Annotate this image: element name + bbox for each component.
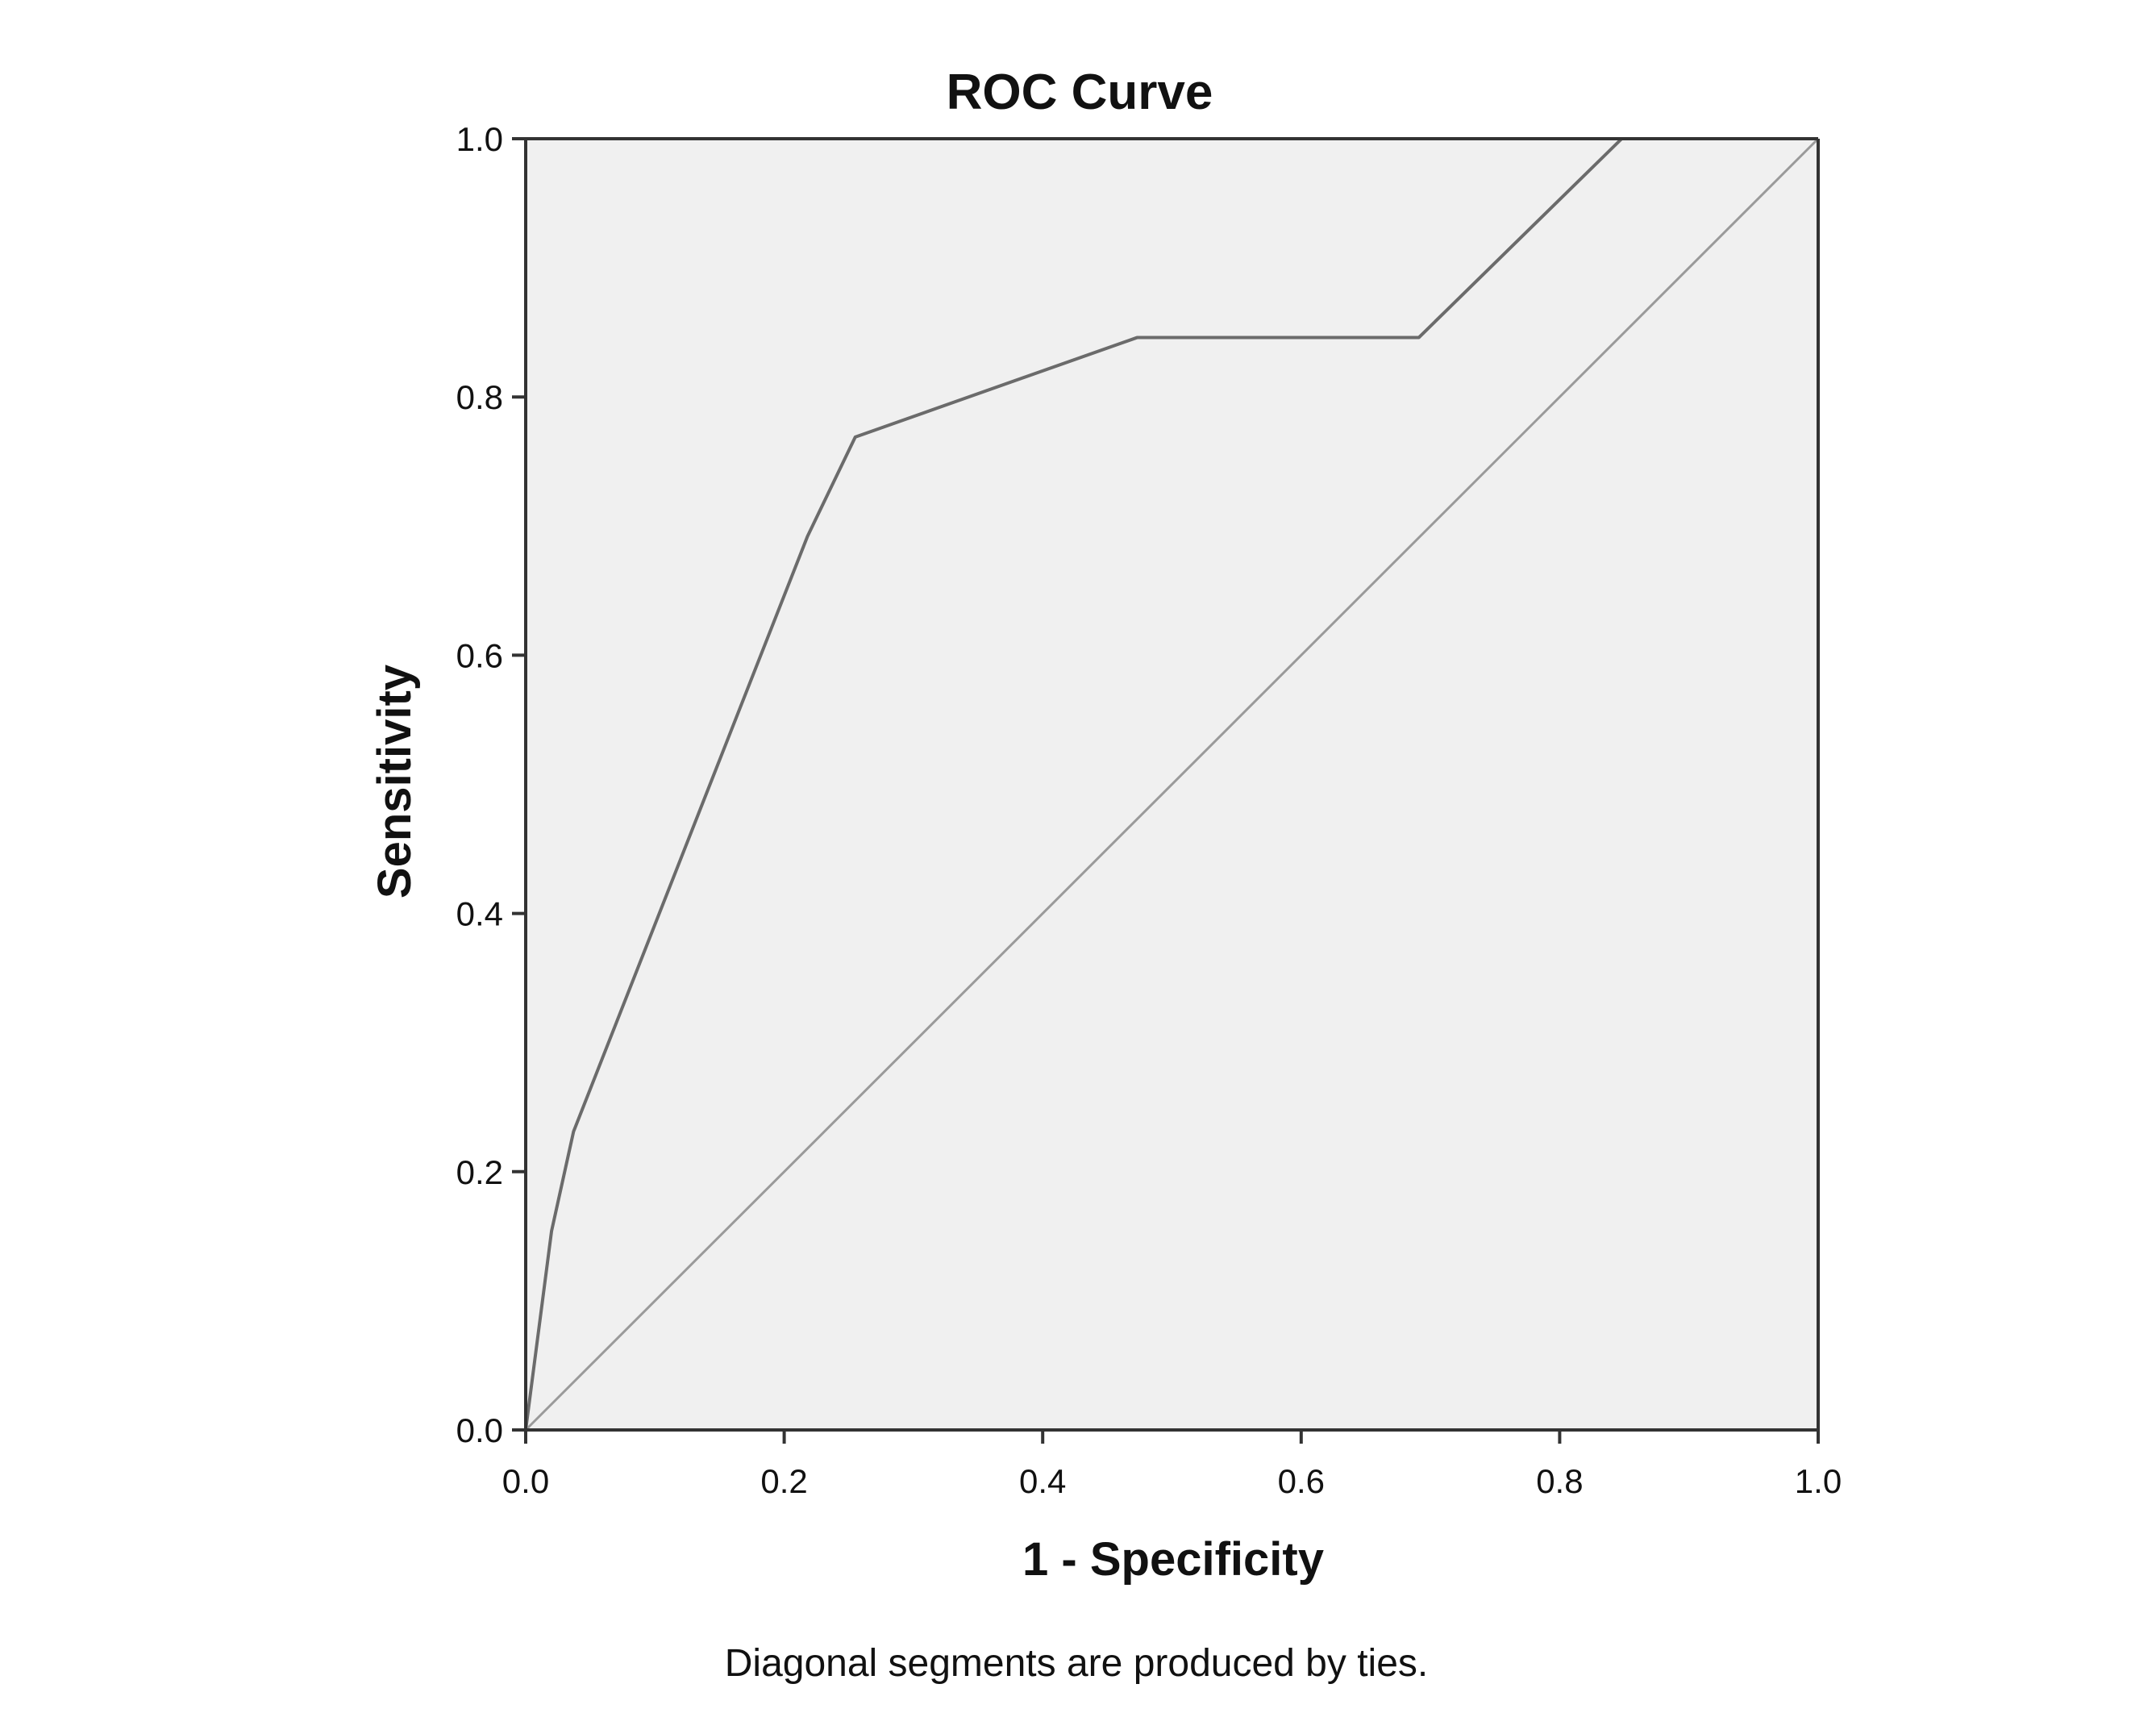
y-tick-label: 0.8 xyxy=(456,378,503,416)
y-tick-label: 0.4 xyxy=(456,895,503,933)
series-layer xyxy=(524,137,1820,1432)
x-tick-label: 0.4 xyxy=(1019,1462,1066,1500)
y-tick-label: 0.2 xyxy=(456,1153,503,1191)
x-tick-label: 0.8 xyxy=(1536,1462,1583,1500)
y-tick-label: 0.0 xyxy=(456,1411,503,1449)
x-tick-label: 1.0 xyxy=(1795,1462,1842,1500)
chart-title: ROC Curve xyxy=(947,65,1213,120)
y-axis-ticks: 0.0 0.2 0.4 0.6 0.8 1.0 xyxy=(456,120,526,1449)
roc-curve-line xyxy=(524,137,1818,1431)
x-tick-label: 0.0 xyxy=(502,1462,549,1500)
x-axis-ticks: 0.0 0.2 0.4 0.6 0.8 1.0 xyxy=(502,1430,1842,1500)
x-axis-label: 1 - Specificity xyxy=(1022,1533,1324,1586)
chart-footnote: Diagonal segments are produced by ties. xyxy=(725,1642,1429,1685)
y-tick-label: 0.6 xyxy=(456,636,503,674)
y-tick-label: 1.0 xyxy=(456,120,503,158)
x-tick-label: 0.6 xyxy=(1278,1462,1325,1500)
y-axis-label: Sensitivity xyxy=(368,665,421,898)
x-tick-label: 0.2 xyxy=(760,1462,807,1500)
reference-diagonal-line xyxy=(524,137,1820,1432)
